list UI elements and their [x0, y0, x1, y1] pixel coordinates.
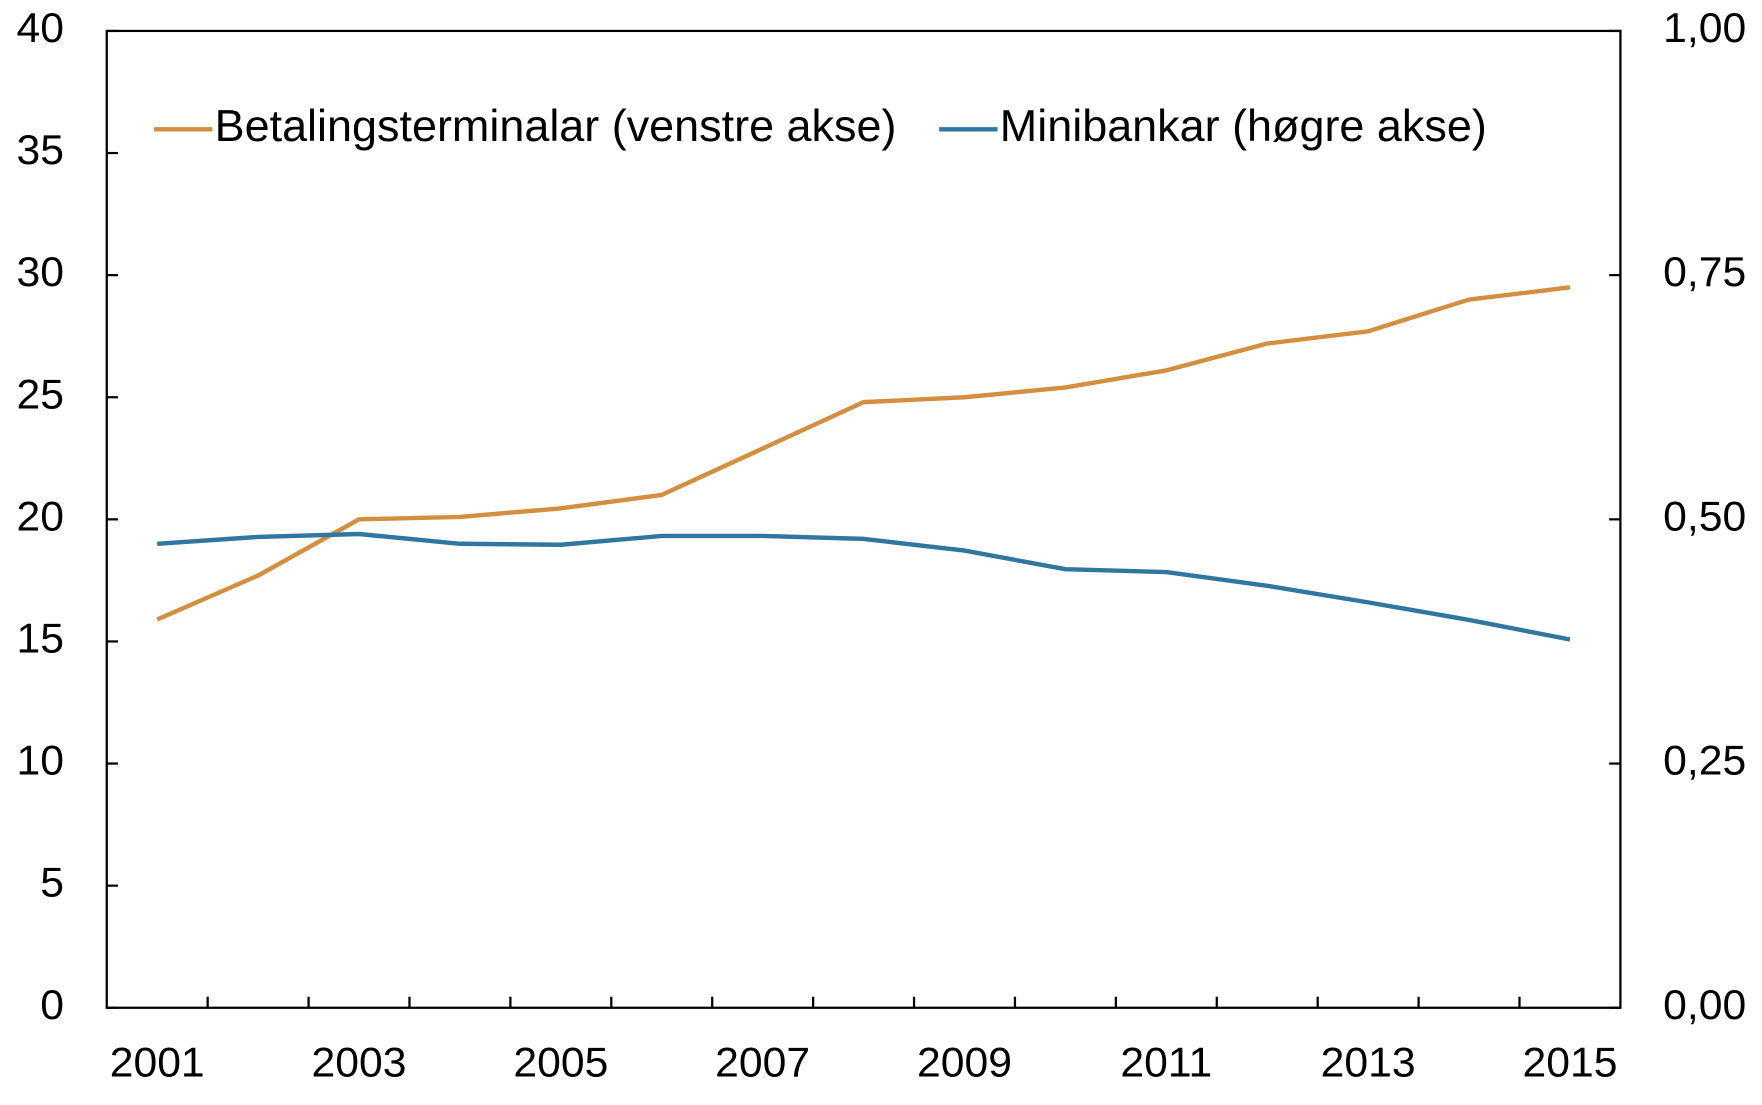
x-tick-label: 2009 — [917, 1039, 1012, 1086]
legend-label: Betalingsterminalar (venstre akse) — [215, 102, 897, 151]
series-line — [157, 531, 1571, 642]
y-tick-label: 35 — [17, 126, 64, 173]
y2-tick-label: 0,75 — [1663, 249, 1746, 296]
y2-tick-label: 0,25 — [1663, 737, 1746, 784]
x-tick-label: 2007 — [715, 1039, 810, 1086]
x-tick-label: 2015 — [1522, 1039, 1617, 1086]
y2-tick-label: 0,50 — [1663, 493, 1746, 540]
y-tick-label: 5 — [40, 859, 64, 906]
plot-frame — [105, 29, 1622, 1009]
x-tick-label: 2003 — [312, 1039, 407, 1086]
x-tick-label: 2011 — [1120, 1039, 1212, 1086]
x-tick-label: 2013 — [1321, 1039, 1416, 1086]
y2-tick-label: 0,00 — [1663, 981, 1746, 1028]
legend-label: Minibankar (høgre akse) — [1000, 102, 1487, 151]
y-tick-label: 40 — [17, 4, 64, 51]
x-tick-label: 2005 — [513, 1039, 608, 1086]
y-tick-label: 20 — [17, 493, 64, 540]
x-tick-label: 2001 — [110, 1039, 205, 1086]
y-tick-label: 0 — [40, 981, 64, 1028]
y2-tick-label: 1,00 — [1663, 4, 1746, 51]
series-line — [156, 285, 1571, 622]
y-tick-label: 25 — [17, 371, 64, 418]
y-tick-label: 15 — [17, 615, 64, 662]
y-tick-label: 30 — [17, 249, 64, 296]
y-tick-label: 10 — [17, 737, 64, 784]
